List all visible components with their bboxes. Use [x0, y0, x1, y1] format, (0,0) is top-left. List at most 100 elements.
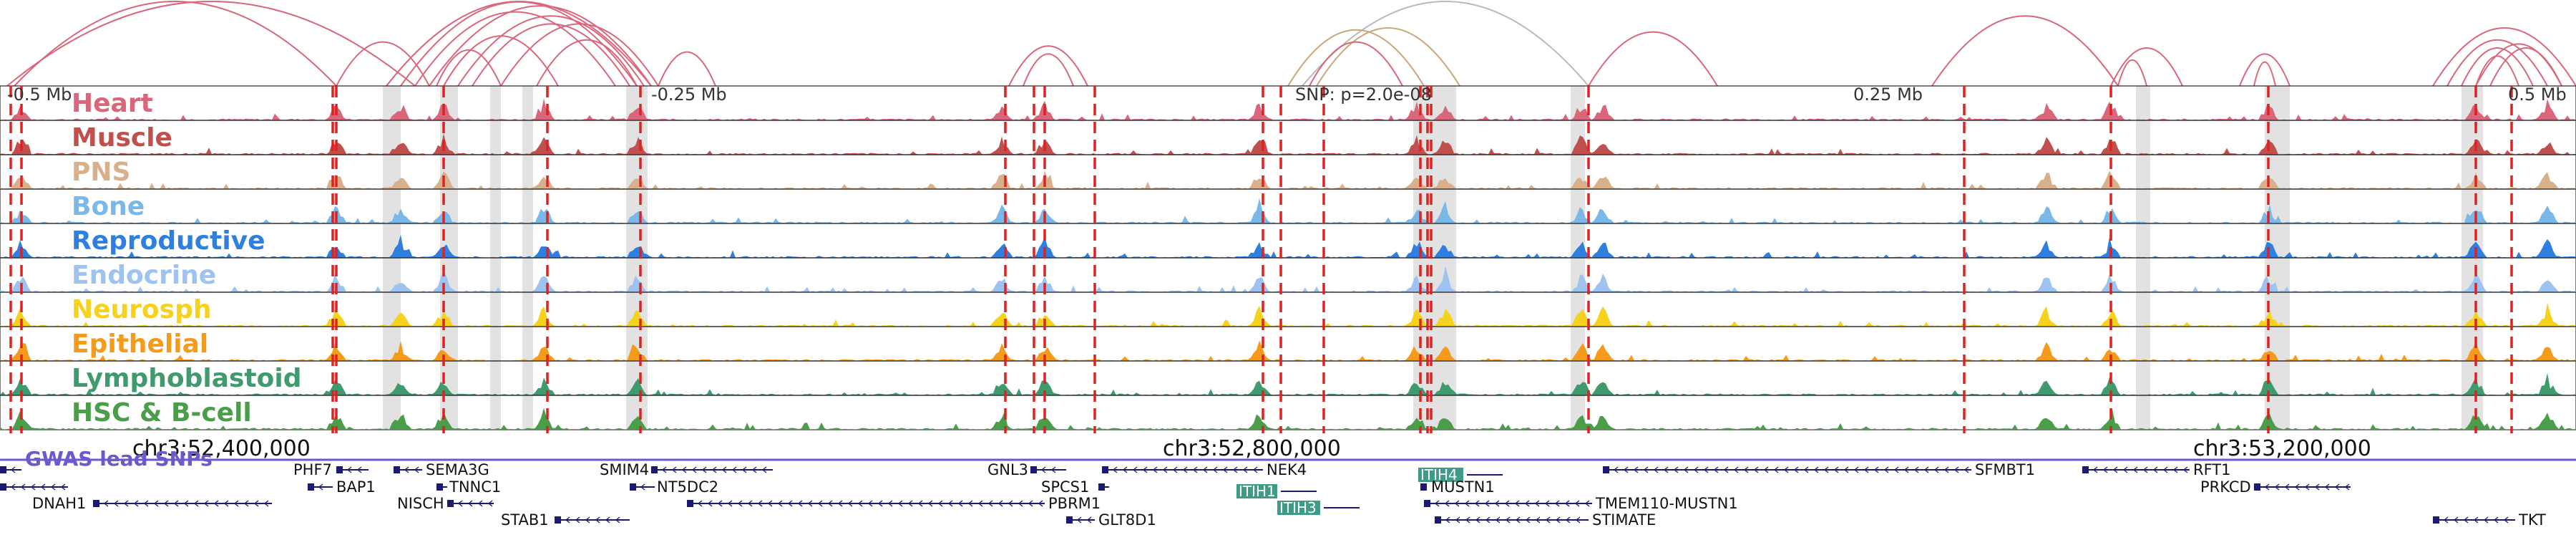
gene-strand-arrow [1943, 466, 1949, 473]
gene-exon [630, 483, 636, 491]
gene-strand-arrow [457, 500, 463, 507]
gene-strand-arrow [751, 466, 757, 473]
gene-strand-arrow [1723, 466, 1729, 473]
gene-strand-arrow [10, 483, 16, 491]
gene-strand-arrow [1212, 466, 1218, 473]
gene-exon [394, 466, 400, 473]
gene-strand-arrow [1495, 516, 1501, 524]
scale-label-right: 0.5 Mb [2508, 85, 2567, 105]
gene-label: TMEM110-MUSTN1 [1595, 495, 1738, 512]
gene-strand-arrow [1554, 500, 1560, 507]
gene-strand-arrow [1565, 516, 1571, 524]
ld-lines [9, 86, 2513, 433]
gene-label: SMIM4 [600, 461, 649, 478]
gene-strand-arrow [640, 483, 645, 491]
gene-strand-arrow [797, 500, 803, 507]
coordinate-label-1: chr3:52,400,000 [132, 436, 311, 461]
gene-strand-arrow [1703, 466, 1709, 473]
gene-strand-arrow [103, 500, 109, 507]
gene-strand-arrow [1485, 516, 1491, 524]
gene-strand-arrow [1494, 500, 1500, 507]
gene-strand-arrow [1464, 500, 1470, 507]
gene-exon [555, 516, 561, 524]
gene-strand-arrow [2344, 483, 2350, 491]
interaction-arc [386, 1, 652, 87]
gene-exon [1098, 483, 1105, 491]
gene-strand-arrow [2102, 466, 2108, 473]
gene-strand-arrow [2334, 483, 2340, 491]
gene-strand-arrow [837, 500, 843, 507]
gene-strand-arrow [2314, 483, 2320, 491]
gene-exon [651, 466, 658, 473]
gene-strand-arrow [957, 500, 963, 507]
gene-exon [1435, 516, 1441, 524]
gene-exon [0, 483, 6, 491]
gene-label: TNNC1 [449, 478, 501, 496]
gene-strand-arrow [731, 466, 737, 473]
gene-strand-arrow [60, 483, 66, 491]
gene-strand-arrow [318, 483, 323, 491]
track-signal [0, 98, 2576, 120]
gene-strand-arrow [1823, 466, 1829, 473]
gene-strand-arrow [1793, 466, 1799, 473]
track-label: PNS [72, 158, 130, 187]
gene-strand-arrow [2294, 483, 2300, 491]
gene-strand-arrow [1152, 466, 1158, 473]
gene-label: STIMATE [1592, 511, 1656, 529]
gene-strand-arrow [1050, 466, 1056, 473]
gene-strand-arrow [967, 500, 973, 507]
gene-strand-arrow [223, 500, 229, 507]
gene-label: BAP1 [336, 478, 376, 496]
gene-strand-arrow [2443, 516, 2449, 524]
interaction-arc [14, 1, 337, 87]
gene-exon [687, 500, 693, 507]
gene-strand-arrow [1753, 466, 1759, 473]
interaction-arc [658, 51, 716, 87]
gene-strand-arrow [1623, 466, 1629, 473]
gene-strand-arrow [1893, 466, 1899, 473]
gene-strand-arrow [1813, 466, 1819, 473]
gene-strand-arrow [356, 466, 362, 473]
gene-strand-arrow [1564, 500, 1570, 507]
gene-strand-arrow [2122, 466, 2128, 473]
gene-strand-arrow [575, 516, 580, 524]
gene-strand-arrow [741, 466, 747, 473]
gene-strand-arrow [1803, 466, 1809, 473]
gene-strand-arrow [1555, 516, 1561, 524]
gene-strand-arrow [661, 466, 667, 473]
gene-label: ITIH1 [1239, 483, 1276, 500]
track-label: Endocrine [72, 261, 216, 290]
coordinate-label-3: chr3:53,200,000 [2193, 436, 2371, 461]
gene-strand-arrow [1673, 466, 1679, 473]
interaction-arc [1309, 41, 1403, 87]
interaction-arc [472, 23, 630, 87]
gene-strand-arrow [1484, 500, 1490, 507]
interaction-arc [414, 11, 616, 87]
gene-strand-arrow [721, 466, 727, 473]
gene-strand-arrow [681, 466, 687, 473]
gene-strand-arrow [477, 500, 483, 507]
gene-strand-arrow [1663, 466, 1669, 473]
gene-highlight-box [1236, 484, 1277, 498]
gene-label: RFT1 [2193, 461, 2231, 478]
gene-exon [2082, 466, 2089, 473]
gene-strand-arrow [1534, 500, 1540, 507]
gene-strand-arrow [595, 516, 600, 524]
gene-exon [2433, 516, 2439, 524]
gene-strand-arrow [1192, 466, 1198, 473]
gene-strand-arrow [817, 500, 823, 507]
interaction-arc [2489, 47, 2562, 87]
track-signal [0, 340, 2576, 361]
gene-strand-arrow [1693, 466, 1699, 473]
gene-strand-arrow [897, 500, 903, 507]
gene-exon [1102, 466, 1108, 473]
gene-strand-arrow [1863, 466, 1869, 473]
track-label: Reproductive [72, 226, 265, 256]
gene-strand-arrow [153, 500, 159, 507]
gene-strand-arrow [2503, 516, 2509, 524]
gene-strand-arrow [711, 466, 717, 473]
gene-strand-arrow [717, 500, 723, 507]
gene-strand-arrow [2162, 466, 2168, 473]
gene-strand-arrow [1713, 466, 1719, 473]
gene-strand-arrow [2264, 483, 2270, 491]
